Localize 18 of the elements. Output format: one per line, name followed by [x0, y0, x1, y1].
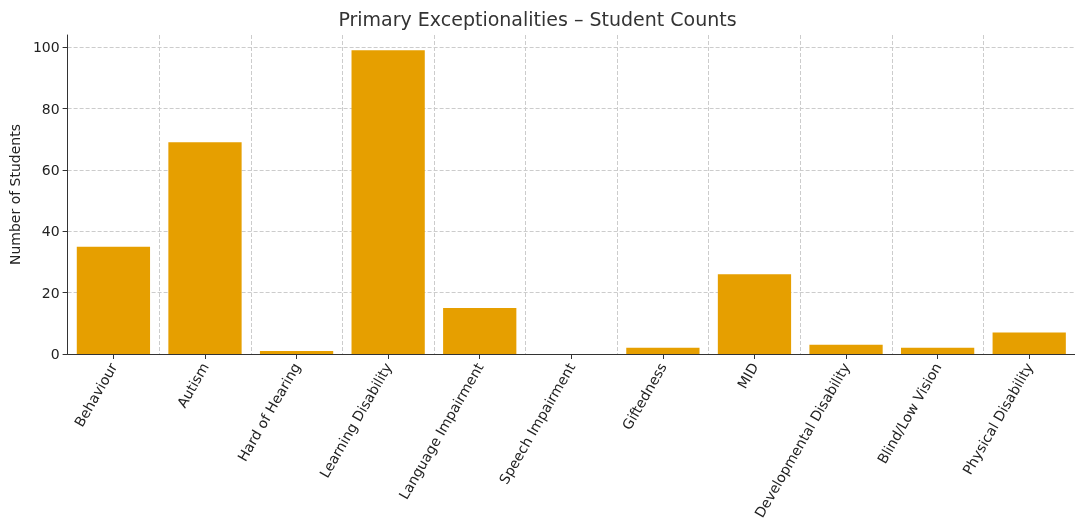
bar [992, 332, 1066, 354]
y-tick-label: 80 [41, 100, 60, 117]
bar [443, 307, 517, 354]
bar [901, 347, 975, 354]
bar [76, 246, 151, 354]
bar [626, 347, 700, 354]
y-axis-title: Number of Students [7, 123, 23, 266]
bar [259, 350, 334, 354]
chart-title: Primary Exceptionalities – Student Counts [338, 7, 737, 30]
y-tick-label: 60 [41, 161, 60, 178]
bar [351, 50, 425, 354]
bar [809, 344, 883, 354]
y-tick-label: 40 [41, 223, 60, 240]
bar [168, 142, 242, 354]
y-tick-label: 100 [32, 39, 60, 56]
bar [717, 274, 792, 354]
y-tick-label: 20 [41, 284, 60, 301]
y-tick-label: 0 [50, 346, 60, 362]
